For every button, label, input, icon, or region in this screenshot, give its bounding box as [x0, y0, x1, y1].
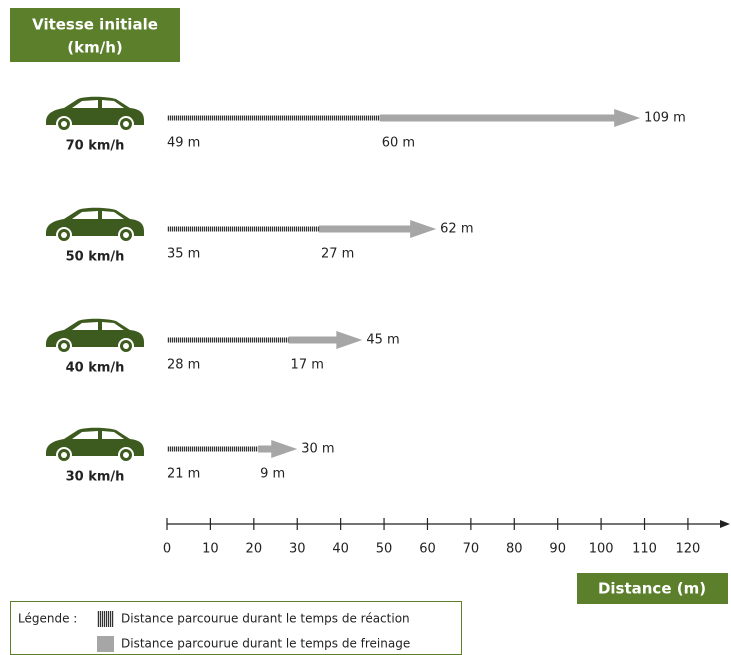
car-icon: [46, 207, 144, 243]
car-icon: [46, 96, 144, 132]
category-label: 70 km/h: [66, 139, 125, 154]
value-label: 27 m: [321, 247, 354, 262]
car-icon: [46, 318, 144, 354]
category-label: 30 km/h: [66, 470, 125, 485]
value-label: 28 m: [167, 358, 200, 373]
legend-swatch: [97, 611, 114, 627]
x-tick-label: 120: [676, 542, 701, 557]
legend-swatch: [97, 636, 114, 652]
x-tick-label: 50: [376, 542, 393, 557]
x-tick-label: 110: [632, 542, 657, 557]
braking-arrow: [288, 331, 363, 349]
total-label: 45 m: [366, 333, 399, 348]
x-tick-label: 10: [202, 542, 219, 557]
chart-subtitle: (km/h): [67, 39, 122, 57]
value-label: 35 m: [167, 247, 200, 262]
value-label: 49 m: [167, 136, 200, 151]
car-icon: [46, 427, 144, 463]
total-label: 109 m: [644, 111, 686, 126]
x-tick-label: 70: [463, 542, 480, 557]
x-tick-label: 100: [589, 542, 614, 557]
x-tick-label: 60: [419, 542, 436, 557]
x-tick-label: 0: [163, 542, 171, 557]
x-tick-label: 90: [549, 542, 566, 557]
x-label-box: [577, 573, 728, 604]
total-label: 30 m: [301, 442, 334, 457]
x-tick-label: 40: [332, 542, 349, 557]
braking-arrow: [258, 440, 298, 458]
braking-arrow: [379, 109, 641, 127]
category-label: 50 km/h: [66, 250, 125, 265]
category-label: 40 km/h: [66, 361, 125, 376]
x-tick-label: 30: [289, 542, 306, 557]
reaction-bar: [167, 446, 259, 452]
value-label: 21 m: [167, 467, 200, 482]
total-label: 62 m: [440, 222, 473, 237]
chart-title: Vitesse initiale: [32, 16, 158, 34]
title-box: [10, 8, 180, 62]
legend-label: Distance parcourue durant le temps de ré…: [121, 612, 410, 626]
reaction-bar: [167, 226, 319, 232]
value-label: 9 m: [260, 467, 285, 482]
legend-label: Distance parcourue durant le temps de fr…: [121, 637, 410, 651]
braking-arrow: [318, 220, 437, 238]
x-axis-arrow: [720, 520, 730, 528]
x-tick-label: 80: [506, 542, 523, 557]
value-label: 60 m: [382, 136, 415, 151]
x-axis-label: Distance (m): [598, 580, 706, 598]
value-label: 17 m: [291, 358, 324, 373]
reaction-bar: [167, 337, 289, 343]
x-tick-label: 20: [246, 542, 263, 557]
reaction-bar: [167, 115, 380, 121]
legend-title: Légende :: [18, 612, 77, 626]
